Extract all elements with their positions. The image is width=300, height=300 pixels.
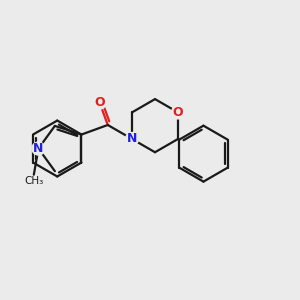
Text: N: N <box>33 142 43 155</box>
Text: O: O <box>94 96 105 109</box>
Text: CH₃: CH₃ <box>24 176 44 186</box>
Circle shape <box>125 133 139 146</box>
Circle shape <box>32 142 45 155</box>
Circle shape <box>93 96 106 109</box>
Circle shape <box>172 106 184 119</box>
Text: O: O <box>173 106 183 119</box>
Text: N: N <box>127 133 137 146</box>
